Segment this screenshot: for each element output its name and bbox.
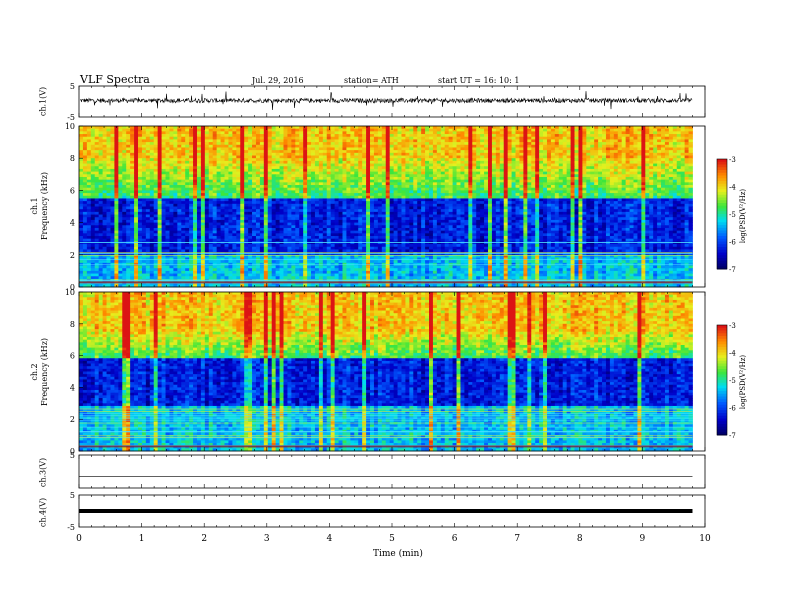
ch4-ytick-label: -5 — [67, 523, 75, 532]
ch2-spectrogram-ytick-label: 2 — [70, 415, 75, 424]
ch1-ytick-label: -5 — [67, 113, 75, 122]
ch1-spectrogram-heatmap — [79, 126, 693, 287]
ch2-colorbar-label: log(PSD(V²/Hz) — [739, 342, 747, 422]
ch3-waveform-frame — [79, 455, 705, 488]
ch2-ylabel-line2: Frequency (kHz) — [40, 322, 50, 422]
ch2-spectrogram-ytick-label: 10 — [65, 288, 75, 297]
ch2-spectrogram-colorbar-tick-label: -7 — [729, 432, 736, 440]
x-tick-label: 0 — [76, 534, 82, 544]
ch1-ytick-label: 5 — [70, 82, 75, 91]
ch3-ytick-label: 5 — [70, 451, 75, 460]
header-station: station= ATH — [344, 76, 399, 85]
figure-title: VLF Spectra — [80, 73, 150, 86]
ch1-spectrogram-ytick-label: 6 — [70, 186, 75, 195]
ch1-spectrogram-ytick-label: 4 — [70, 219, 75, 228]
ch2-spectrogram-colorbar-tick-label: -3 — [729, 322, 736, 330]
ch1-spectrogram-colorbar-tick-label: -5 — [729, 211, 736, 219]
x-tick-label: 10 — [699, 534, 711, 544]
x-tick-label: 9 — [640, 534, 646, 544]
ch1-ylabel-line2: Frequency (kHz) — [40, 156, 50, 256]
ch2-spectrogram-ytick-label: 4 — [70, 383, 75, 392]
x-tick-label: 4 — [327, 534, 333, 544]
x-tick-label: 7 — [514, 534, 520, 544]
ch2-spectrogram-colorbar-tick-label: -5 — [729, 377, 736, 385]
ch1-spectrogram-ytick-label: 2 — [70, 251, 75, 260]
ch2-spectrogram-ytick-label: 6 — [70, 352, 75, 361]
ch4-ytick-label: 5 — [70, 491, 75, 500]
ch4-waveform-ylabel: ch.4(V) — [39, 488, 48, 538]
ch2-spectrogram-low-freq-band — [79, 445, 692, 447]
ch1-spectrogram-low-freq-band — [79, 281, 692, 283]
x-tick-label: 6 — [452, 534, 458, 544]
ch1-ylabel-line1: ch.1 — [30, 156, 40, 256]
x-tick-label: 8 — [577, 534, 583, 544]
ch1-spectrogram-colorbar-tick-label: -7 — [729, 266, 736, 274]
ch2-spectrogram-colorbar-tick-label: -4 — [729, 350, 736, 358]
ch4-waveform-line — [79, 509, 692, 513]
x-tick-label: 1 — [139, 534, 145, 544]
ch1-spectrogram-ytick-label: 10 — [65, 122, 75, 131]
ch2-spectrogram-ytick-label: 8 — [70, 320, 75, 329]
x-tick-label: 5 — [389, 534, 395, 544]
ch1-spectrogram-colorbar-tick-label: -6 — [729, 239, 736, 247]
ch1-spectrogram-colorbar-tick-label: -3 — [729, 156, 736, 164]
ch1-colorbar-label: log(PSD(V²/Hz) — [739, 176, 747, 256]
x-tick-label: 2 — [201, 534, 207, 544]
ch1-spectrogram-colorbar-tick-label: -4 — [729, 184, 736, 192]
ch1-spectrogram-ylabel: ch.1 Frequency (kHz) — [30, 156, 50, 256]
x-tick-label: 3 — [264, 534, 270, 544]
ch1-waveform-ylabel: ch.1(V) — [39, 77, 48, 127]
x-axis-label: Time (min) — [373, 549, 423, 559]
header-start-ut: start UT = 16: 10: 1 — [438, 76, 519, 85]
ch2-ylabel-line1: ch.2 — [30, 322, 40, 422]
ch2-spectrogram-ylabel: ch.2 Frequency (kHz) — [30, 322, 50, 422]
ch2-spectrogram-colorbar-tick-label: -6 — [729, 405, 736, 413]
ch1-waveform-line — [80, 91, 692, 110]
ch1-spectrogram-ytick-label: 8 — [70, 154, 75, 163]
header-date: Jul. 29, 2016 — [252, 76, 304, 85]
